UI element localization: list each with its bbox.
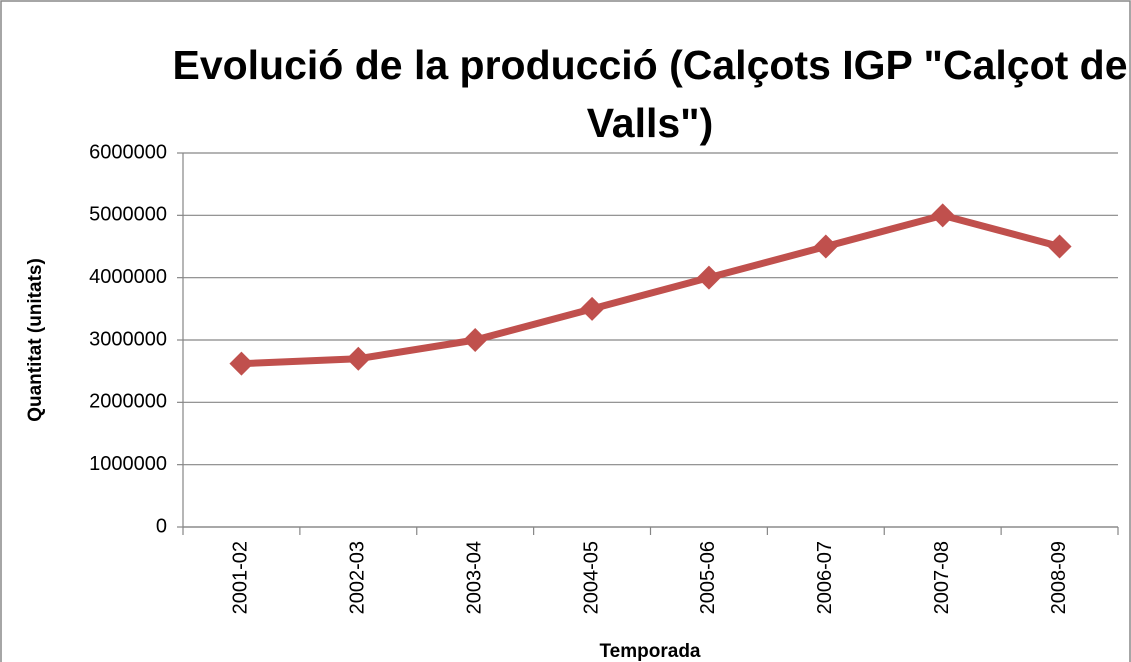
y-tick-label: 0 <box>156 515 167 537</box>
x-tick-label: 2003-04 <box>463 541 485 614</box>
y-tick-label: 5000000 <box>89 204 167 226</box>
y-tick-label: 1000000 <box>89 453 167 475</box>
marker <box>580 296 605 321</box>
x-tick-label: 2001-02 <box>230 541 252 614</box>
x-axis-label: Temporada <box>599 641 700 662</box>
x-tick-label: 2002-03 <box>347 541 369 614</box>
marker <box>346 346 371 371</box>
marker <box>229 351 254 376</box>
line-series <box>241 211 1061 368</box>
marker <box>696 265 721 290</box>
marker <box>930 203 955 228</box>
x-tick-label: 2007-08 <box>931 541 953 614</box>
chart-title: Evolució de la producció (Calçots IGP "C… <box>172 42 1128 146</box>
x-tick-label: 2005-06 <box>697 541 719 614</box>
y-tick-label: 3000000 <box>89 328 167 350</box>
y-tick-label: 2000000 <box>89 391 167 413</box>
marker <box>813 234 838 259</box>
y-tick-label: 6000000 <box>89 141 167 163</box>
marker <box>463 328 488 352</box>
x-tick-label: 2004-05 <box>580 541 602 614</box>
x-tick-label: 2006-07 <box>814 541 836 614</box>
marker <box>1047 234 1072 259</box>
y-tick-label: 4000000 <box>89 266 167 288</box>
y-axis-label: Quantitat (unitats) <box>25 258 46 422</box>
x-tick-label: 2008-09 <box>1048 541 1070 614</box>
